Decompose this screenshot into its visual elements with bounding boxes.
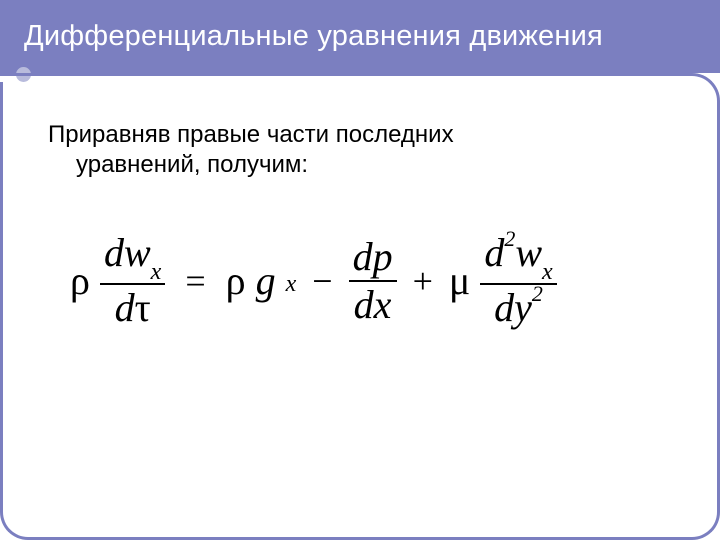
- eq-minus: −: [306, 260, 338, 302]
- slide-title: Дифференциальные уравнения движения: [24, 20, 603, 53]
- eq-frac-1-num: dwx: [100, 232, 165, 281]
- eq-equals: =: [175, 260, 215, 302]
- eq-frac-3: d2wx dy2: [480, 232, 556, 329]
- slide-header: Дифференциальные уравнения движения: [0, 0, 720, 73]
- eq-rho-1: ρ: [70, 257, 90, 304]
- eq-frac-1: dwx dτ: [100, 232, 165, 329]
- body-line-2: уравнений, получим:: [48, 150, 660, 180]
- equation: ρ dwx dτ = ρgx − dp dx + μ d2wx dy2: [70, 232, 630, 329]
- eq-mu: μ: [449, 257, 470, 304]
- body-paragraph: Приравняв правые части последних уравнен…: [48, 120, 660, 180]
- eq-frac-2-num: dp: [349, 236, 397, 278]
- eq-plus: +: [407, 260, 439, 302]
- frame-corner-br: [690, 510, 720, 540]
- eq-g-sub: x: [286, 271, 297, 298]
- body-line-1: Приравняв правые части последних: [48, 121, 454, 148]
- eq-frac-2-den: dx: [350, 284, 396, 326]
- eq-g: g: [256, 257, 276, 304]
- header-divider: [0, 73, 690, 76]
- frame-corner-tr: [690, 73, 720, 103]
- eq-rho-2: ρ: [226, 257, 246, 304]
- frame-corner-bl: [0, 510, 30, 540]
- eq-frac-3-den: dy2: [490, 287, 547, 329]
- eq-frac-1-den: dτ: [111, 287, 155, 329]
- frame-left: [0, 82, 3, 510]
- eq-frac-3-num: d2wx: [480, 232, 556, 281]
- eq-frac-2: dp dx: [349, 236, 397, 326]
